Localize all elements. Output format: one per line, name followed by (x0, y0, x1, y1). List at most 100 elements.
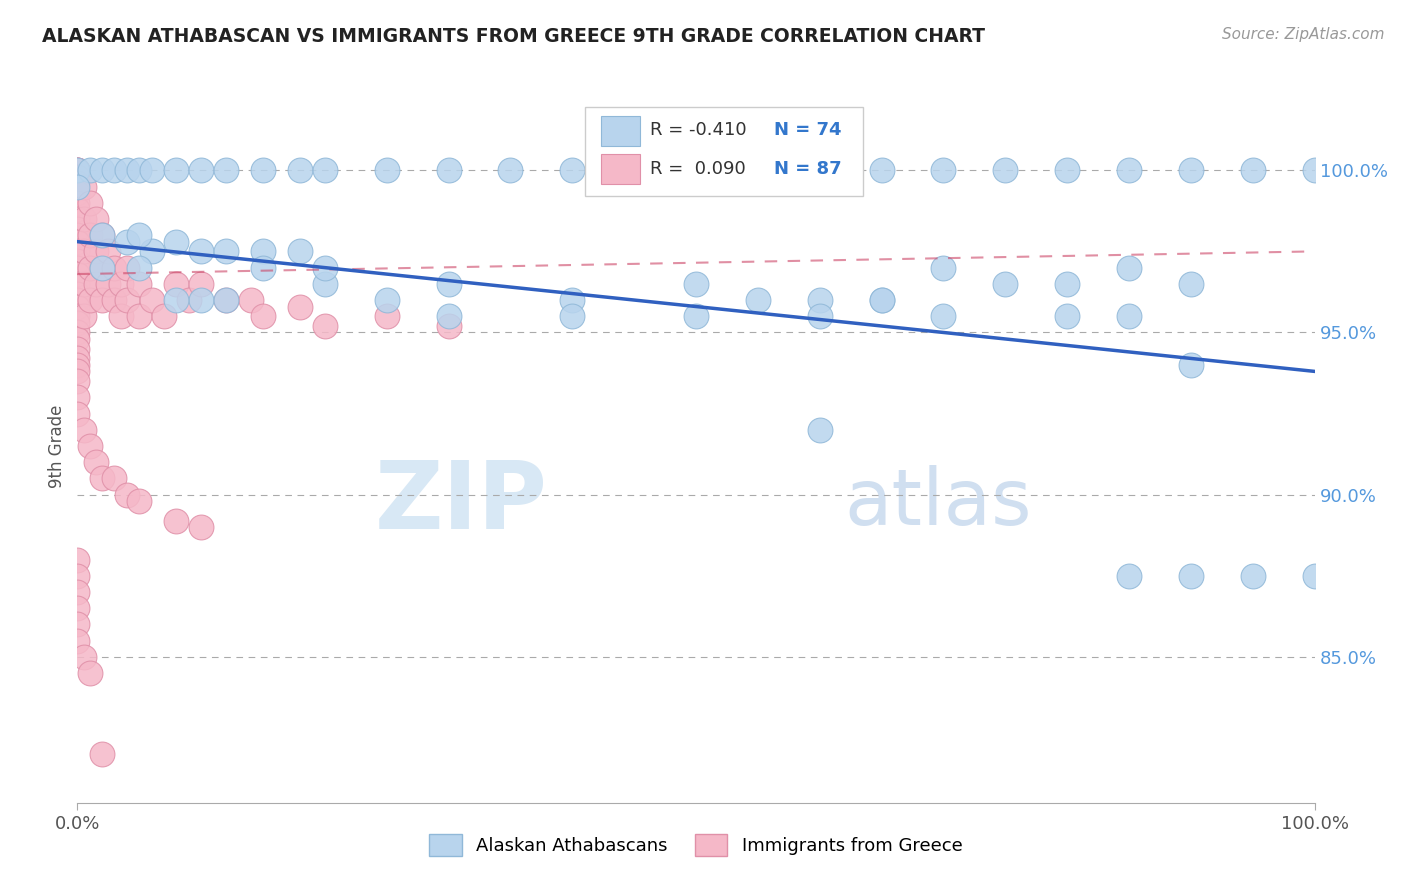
Point (66, 358, 89, 372)
Point (252, 310, 274, 324)
Point (1056, 163, 1078, 178)
Point (561, 310, 583, 324)
Y-axis label: 9th Grade: 9th Grade (48, 404, 66, 488)
Text: Source: ZipAtlas.com: Source: ZipAtlas.com (1222, 27, 1385, 42)
Point (97, 277, 120, 291)
Point (165, 235, 187, 249)
Point (994, 163, 1017, 178)
Point (288, 244, 311, 259)
Point (72, 179, 94, 194)
Point (1180, 277, 1202, 291)
Point (190, 163, 212, 178)
Point (66, 235, 89, 249)
Point (1118, 310, 1140, 324)
Point (66, 244, 89, 259)
Point (91, 260, 114, 275)
Point (932, 310, 955, 324)
Point (66, 163, 89, 178)
Point (685, 277, 707, 291)
Point (288, 300, 311, 314)
Point (66, 568, 89, 582)
Point (66, 351, 89, 366)
Point (1056, 310, 1078, 324)
Point (66, 633, 89, 648)
Point (128, 228, 150, 243)
Point (165, 277, 187, 291)
Point (870, 293, 893, 307)
Point (79, 260, 101, 275)
Point (1180, 358, 1202, 372)
Point (141, 244, 163, 259)
Point (177, 293, 200, 307)
Point (870, 293, 893, 307)
Point (66, 374, 89, 388)
Bar (600, 154, 640, 184)
Point (437, 163, 460, 178)
Point (66, 163, 89, 178)
Text: N = 87: N = 87 (773, 161, 842, 178)
Point (97, 244, 120, 259)
Point (1118, 163, 1140, 178)
Point (72, 277, 94, 291)
Point (66, 176, 89, 190)
Point (84, 455, 107, 469)
Point (314, 163, 336, 178)
Point (66, 293, 89, 307)
Text: R = -0.410: R = -0.410 (650, 121, 747, 139)
Point (110, 310, 132, 324)
Point (84, 277, 107, 291)
Point (499, 163, 522, 178)
Point (128, 494, 150, 508)
Point (808, 293, 831, 307)
Point (66, 316, 89, 330)
Point (685, 310, 707, 324)
Point (66, 617, 89, 632)
Point (747, 163, 769, 178)
Point (252, 244, 274, 259)
Point (66, 601, 89, 615)
Point (91, 228, 114, 243)
Point (1241, 163, 1264, 178)
Point (252, 163, 274, 178)
Point (72, 649, 94, 664)
Point (165, 163, 187, 178)
Point (72, 423, 94, 437)
Point (66, 552, 89, 566)
Point (72, 310, 94, 324)
Point (375, 163, 398, 178)
Point (66, 277, 89, 291)
Point (72, 211, 94, 226)
Point (994, 277, 1017, 291)
Point (103, 163, 125, 178)
Point (79, 666, 101, 681)
Point (1118, 260, 1140, 275)
Point (66, 254, 89, 268)
Point (437, 277, 460, 291)
Point (375, 293, 398, 307)
FancyBboxPatch shape (585, 107, 863, 196)
Point (128, 310, 150, 324)
Point (66, 364, 89, 378)
Point (215, 293, 238, 307)
Point (932, 163, 955, 178)
Point (66, 186, 89, 200)
Point (190, 244, 212, 259)
Point (808, 423, 831, 437)
Text: ALASKAN ATHABASCAN VS IMMIGRANTS FROM GREECE 9TH GRADE CORRELATION CHART: ALASKAN ATHABASCAN VS IMMIGRANTS FROM GR… (42, 27, 986, 45)
Point (1303, 163, 1326, 178)
Point (141, 163, 163, 178)
Point (79, 293, 101, 307)
Point (685, 163, 707, 178)
Point (66, 211, 89, 226)
Text: ZIP: ZIP (374, 457, 547, 549)
Point (215, 244, 238, 259)
Point (190, 293, 212, 307)
Point (1303, 568, 1326, 582)
Point (66, 163, 89, 178)
Point (66, 260, 89, 275)
Point (66, 221, 89, 235)
Point (288, 163, 311, 178)
Point (66, 228, 89, 243)
Point (66, 407, 89, 421)
Point (141, 293, 163, 307)
